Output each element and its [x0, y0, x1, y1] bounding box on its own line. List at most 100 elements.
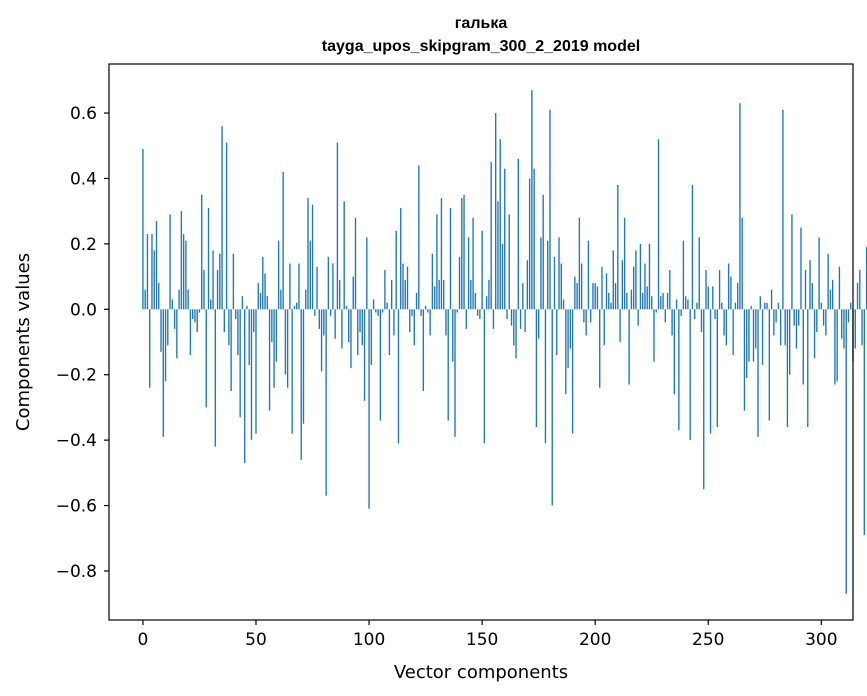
bar [341, 309, 343, 349]
bar [153, 250, 155, 310]
bar [608, 292, 610, 310]
bar [707, 286, 709, 310]
bar [825, 309, 827, 336]
bar [488, 279, 490, 310]
y-tick-label: −0.8 [56, 562, 97, 582]
bar [863, 309, 865, 535]
bar [612, 250, 614, 310]
bar [266, 296, 268, 310]
bar [203, 270, 205, 310]
bar [716, 309, 718, 428]
bar [558, 237, 560, 310]
bar [583, 309, 585, 323]
x-tick-label: 100 [353, 630, 385, 650]
bar [332, 263, 334, 310]
bar [630, 289, 633, 310]
bar [727, 263, 730, 310]
bar [336, 142, 339, 310]
bar [798, 309, 800, 326]
bar [662, 292, 664, 310]
bar [490, 162, 492, 310]
bar [766, 302, 768, 310]
bar [601, 266, 603, 310]
bar [338, 279, 341, 310]
bar [666, 292, 669, 310]
bar [334, 309, 336, 339]
bar [782, 109, 784, 310]
bar [431, 253, 434, 310]
bar [678, 309, 680, 431]
bar [850, 302, 852, 310]
bar [664, 309, 666, 323]
bar [834, 309, 836, 385]
bar [212, 250, 214, 310]
bar [164, 309, 167, 382]
bar [146, 234, 149, 310]
bar [463, 194, 465, 310]
bar [531, 90, 533, 310]
bar [476, 309, 479, 316]
bar [804, 270, 807, 310]
bar [610, 302, 612, 310]
bar [246, 306, 248, 310]
bar [773, 309, 775, 336]
bar [418, 165, 420, 310]
bar [718, 270, 721, 310]
bar [795, 309, 798, 349]
bar [569, 309, 572, 349]
bar [230, 309, 232, 392]
bar [225, 142, 228, 310]
bar [291, 309, 293, 434]
bar [553, 256, 556, 310]
bar [248, 309, 250, 365]
bar [149, 309, 151, 388]
bar [675, 299, 678, 310]
bar [587, 240, 590, 310]
bar [253, 309, 255, 333]
bar [562, 299, 565, 310]
bar [730, 276, 732, 310]
bar [375, 309, 377, 313]
bar [400, 207, 402, 310]
bar [366, 237, 368, 310]
bar [160, 309, 162, 352]
bar [752, 309, 755, 362]
bar [691, 185, 694, 310]
bar [847, 309, 850, 323]
bar [273, 309, 275, 388]
bar [644, 263, 646, 310]
bar [822, 309, 825, 326]
bar [841, 309, 843, 339]
bar [393, 309, 395, 336]
bar [623, 217, 626, 310]
bar [452, 309, 454, 362]
bar [535, 309, 538, 428]
bar [621, 260, 624, 310]
bar [567, 309, 569, 369]
bar [827, 253, 829, 310]
bar [162, 309, 164, 437]
bar [357, 309, 359, 356]
bar [449, 207, 452, 310]
bar-series [142, 90, 867, 594]
x-tick-label: 250 [692, 630, 724, 650]
bar [314, 309, 316, 316]
bar [809, 260, 811, 310]
bar [596, 286, 599, 310]
bar [404, 279, 406, 310]
bar [262, 256, 264, 310]
bar [578, 217, 581, 310]
bar [540, 237, 542, 310]
bar [696, 302, 698, 310]
bar [513, 309, 515, 346]
bar [617, 185, 619, 310]
bar [198, 309, 201, 313]
bar [456, 309, 458, 313]
bar [255, 309, 257, 434]
bar [779, 309, 782, 346]
bar [703, 309, 705, 490]
bar [694, 309, 696, 320]
bar [549, 109, 551, 310]
bar [759, 296, 761, 310]
bar [499, 139, 501, 310]
